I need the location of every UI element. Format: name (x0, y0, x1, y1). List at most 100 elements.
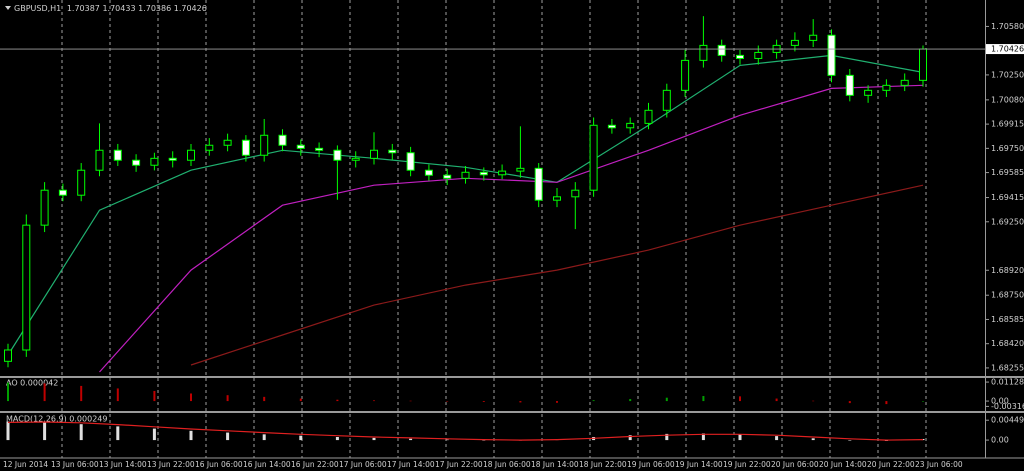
macd-signal (7, 421, 924, 441)
menu-arrow[interactable] (5, 6, 11, 10)
x-tick-label: 18 Jun 22:00 (579, 460, 627, 469)
macd-bar (226, 432, 230, 441)
y-tick-label: 0.004494 (991, 416, 1024, 425)
candle-body (790, 39, 799, 46)
macd-bar (6, 421, 10, 441)
x-tick-label: 20 Jun 06:00 (771, 460, 819, 469)
candle-body (534, 167, 543, 201)
x-tick-label: 20 Jun 22:00 (867, 460, 915, 469)
candle-body (553, 196, 561, 201)
y-tick-label: 0.011284 (991, 378, 1024, 387)
ao-bar (43, 383, 46, 402)
candle-body (333, 149, 342, 161)
x-tick-label: 18 Jun 14:00 (531, 460, 579, 469)
macd-bar (811, 438, 815, 441)
candle-body (626, 122, 635, 129)
x-tick-label: 13 Jun 14:00 (99, 460, 147, 469)
x-tick-label: 18 Jun 06:00 (483, 460, 531, 469)
candle-body (699, 44, 708, 61)
candle-body (351, 157, 360, 161)
macd-bar (738, 434, 742, 441)
ao-bar (80, 385, 83, 402)
macd-bar (189, 430, 193, 441)
y-tick-label: 1.68255 (991, 363, 1024, 372)
candle-body (443, 174, 452, 179)
ao-bar (409, 400, 412, 402)
y-tick-label: 1.70080 (991, 95, 1024, 104)
ao-bar (446, 401, 449, 402)
y-tick-label: 0.00 (991, 397, 1009, 406)
candle-body (113, 149, 122, 161)
y-tick-label: 1.68585 (991, 315, 1024, 324)
macd-bar (665, 433, 669, 441)
ao-bar (885, 401, 888, 405)
ao-bar (665, 397, 668, 402)
current-price-label: 1.70426 (991, 45, 1024, 54)
candle-body (58, 189, 67, 196)
x-tick-label: 16 Jun 14:00 (243, 460, 291, 469)
x-tick-label: 13 Jun 22:00 (147, 460, 195, 469)
macd-bar (445, 439, 449, 441)
macd-bar (299, 435, 303, 441)
ao-bar (922, 401, 924, 402)
candle-body (662, 89, 671, 111)
candle-body (845, 74, 854, 96)
ao-bar (556, 401, 558, 403)
candle-body (406, 152, 415, 171)
high-value: 1.70433 (102, 4, 135, 13)
candle-body (187, 149, 195, 161)
x-tick-label: 13 Jun 06:00 (51, 460, 99, 469)
candle-body (241, 139, 250, 156)
ao-bar (7, 382, 9, 402)
ao-bar (299, 398, 302, 402)
moving-average (190, 184, 924, 366)
ao-bar (263, 396, 266, 402)
macd-title: MACD(12,26,9) 0.000249 (6, 415, 107, 424)
candle-body (754, 51, 763, 59)
candle-body (516, 167, 525, 172)
ao-bar (739, 396, 741, 402)
y-tick-label: 1.69250 (991, 217, 1024, 226)
candle-body (22, 224, 31, 351)
macd-bar (921, 438, 925, 441)
macd-bar (701, 433, 705, 441)
candle-body (4, 349, 12, 362)
y-tick-label: 1.68920 (991, 266, 1024, 275)
moving-average (99, 84, 924, 373)
candle-body (827, 34, 836, 76)
macd-bar (262, 434, 266, 441)
y-tick-label: -0.003160 (991, 402, 1024, 411)
candle-body (681, 59, 690, 91)
candle-body (95, 149, 104, 171)
candle-body (882, 84, 891, 91)
symbol: GBPUSD,H1 (14, 4, 61, 13)
macd-bar (335, 436, 339, 441)
candle-body (644, 109, 653, 124)
candle-body (571, 189, 580, 198)
candle-body (424, 169, 433, 176)
x-tick-label: 23 Jun 06:00 (915, 460, 963, 469)
y-tick-label: 1.70580 (991, 22, 1024, 31)
candle-body (461, 171, 470, 179)
y-tick-label: 1.70250 (991, 70, 1024, 79)
current-price-box (986, 44, 1024, 55)
ao-bar (373, 400, 375, 402)
macd-bar (848, 440, 852, 441)
ao-bar (336, 399, 339, 402)
ao-bar (482, 401, 485, 402)
ao-bar (775, 398, 778, 402)
candle-body (278, 134, 287, 146)
ao-bar (153, 390, 156, 402)
x-tick-label: 12 Jun 2014 (3, 460, 48, 469)
ao-bar (519, 401, 522, 403)
y-tick-label: 1.68420 (991, 339, 1024, 348)
chart-header: GBPUSD,H1 1.70387 1.70433 1.70386 1.7042… (14, 4, 207, 13)
candle-body (40, 189, 49, 226)
ao-bar (190, 393, 192, 402)
ao-bar (226, 395, 229, 402)
ao-bar (702, 396, 705, 402)
candle-body (607, 124, 616, 129)
candle-body (717, 44, 726, 56)
